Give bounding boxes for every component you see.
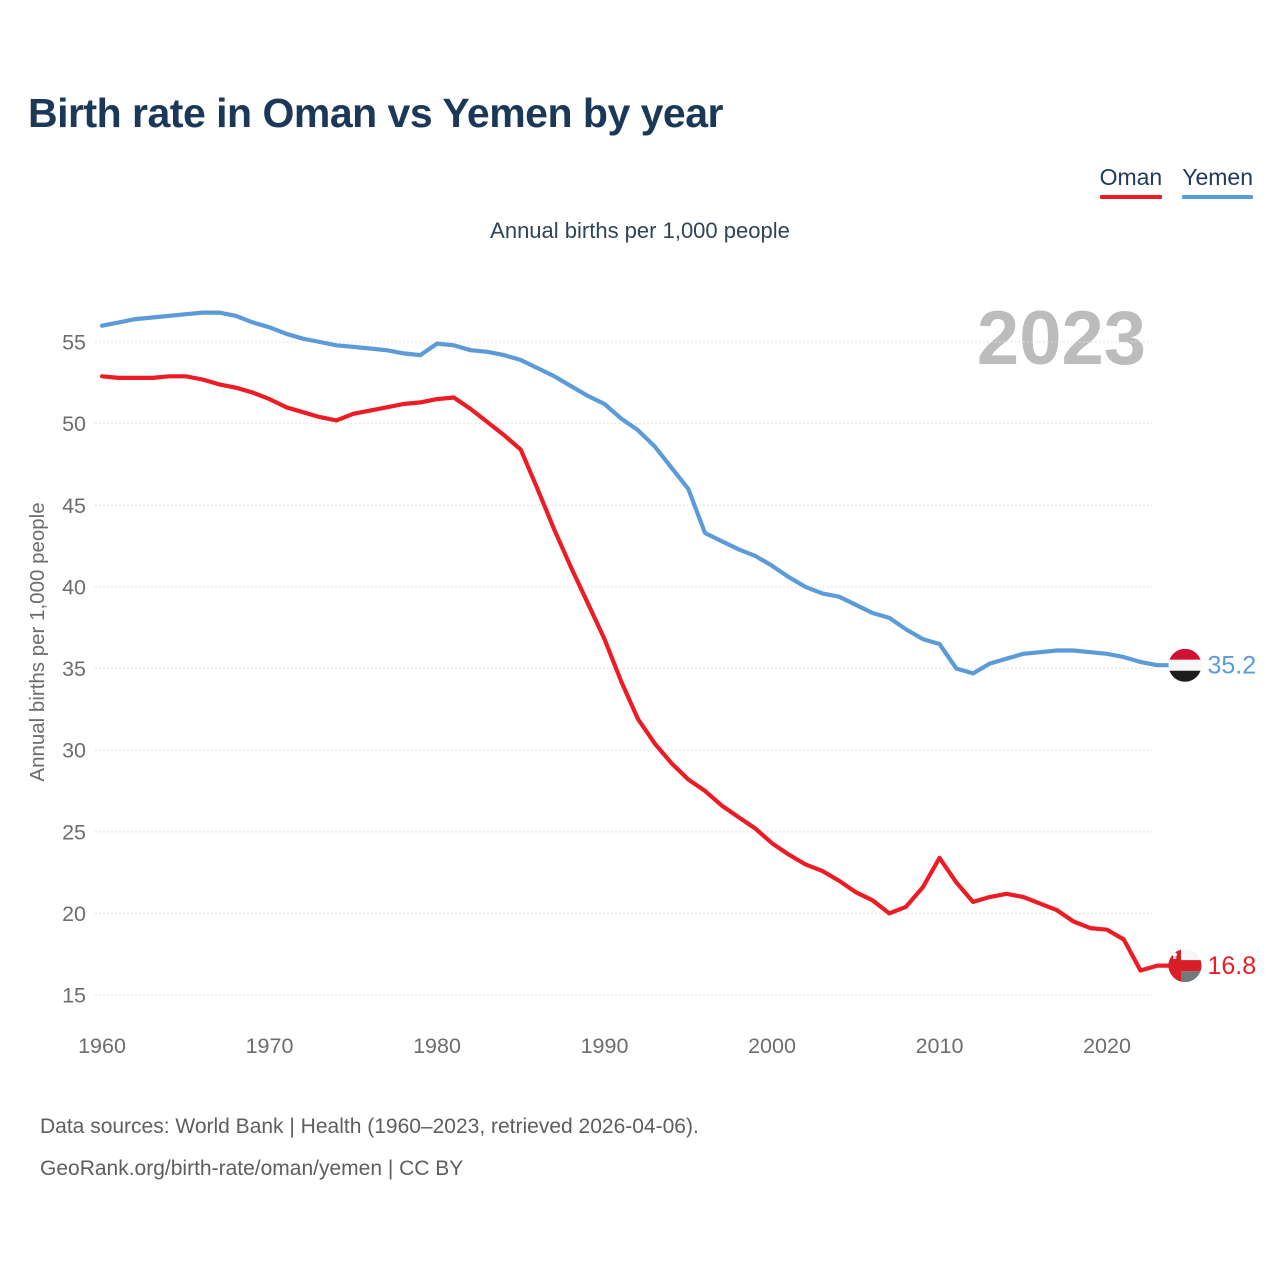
y-tick-label-20: 20 [62,902,86,926]
attribution-line: GeoRank.org/birth-rate/oman/yemen | CC B… [40,1157,464,1180]
x-tick-label-2020: 2020 [1083,1034,1131,1058]
y-tick-label-15: 15 [62,984,86,1008]
legend-underline-yemen [1182,195,1253,199]
page-title: Birth rate in Oman vs Yemen by year [28,90,724,136]
legend-underline-oman [1099,195,1163,199]
end-value-label-yemen: 35.2 [1208,652,1257,680]
end-value-label-oman: 16.8 [1208,952,1257,980]
x-tick-label-1990: 1990 [581,1034,629,1058]
yemen-flag-icon [1168,648,1202,682]
y-tick-label-25: 25 [62,820,86,844]
oman-flag-icon [1168,949,1202,983]
chart-subtitle: Annual births per 1,000 people [490,218,790,243]
x-tick-label-1970: 1970 [246,1034,294,1058]
y-tick-label-45: 45 [62,494,86,518]
legend-item-oman[interactable]: Oman [1099,164,1163,199]
x-tick-label-2010: 2010 [916,1034,964,1058]
legend-item-yemen[interactable]: Yemen [1182,164,1253,199]
x-tick-label-1980: 1980 [413,1034,461,1058]
y-axis-title: Annual births per 1,000 people [26,502,49,781]
x-tick-label-1960: 1960 [78,1034,126,1058]
y-tick-label-55: 55 [62,331,86,355]
chart-footer: Data sources: World Bank | Health (1960–… [40,1106,699,1190]
series-line-yemen[interactable] [99,310,1188,676]
legend-label-yemen: Yemen [1182,164,1253,190]
series-line-oman[interactable] [99,374,1188,973]
legend-label-oman: Oman [1099,164,1163,190]
y-tick-label-50: 50 [62,412,86,436]
watermark-year: 2023 [977,296,1146,381]
data-sources-line: Data sources: World Bank | Health (1960–… [40,1115,699,1138]
y-tick-label-40: 40 [62,575,86,599]
series-legend: Oman Yemen [1099,164,1253,199]
y-tick-label-35: 35 [62,657,86,681]
y-tick-label-30: 30 [62,739,86,763]
x-tick-label-2000: 2000 [748,1034,796,1058]
